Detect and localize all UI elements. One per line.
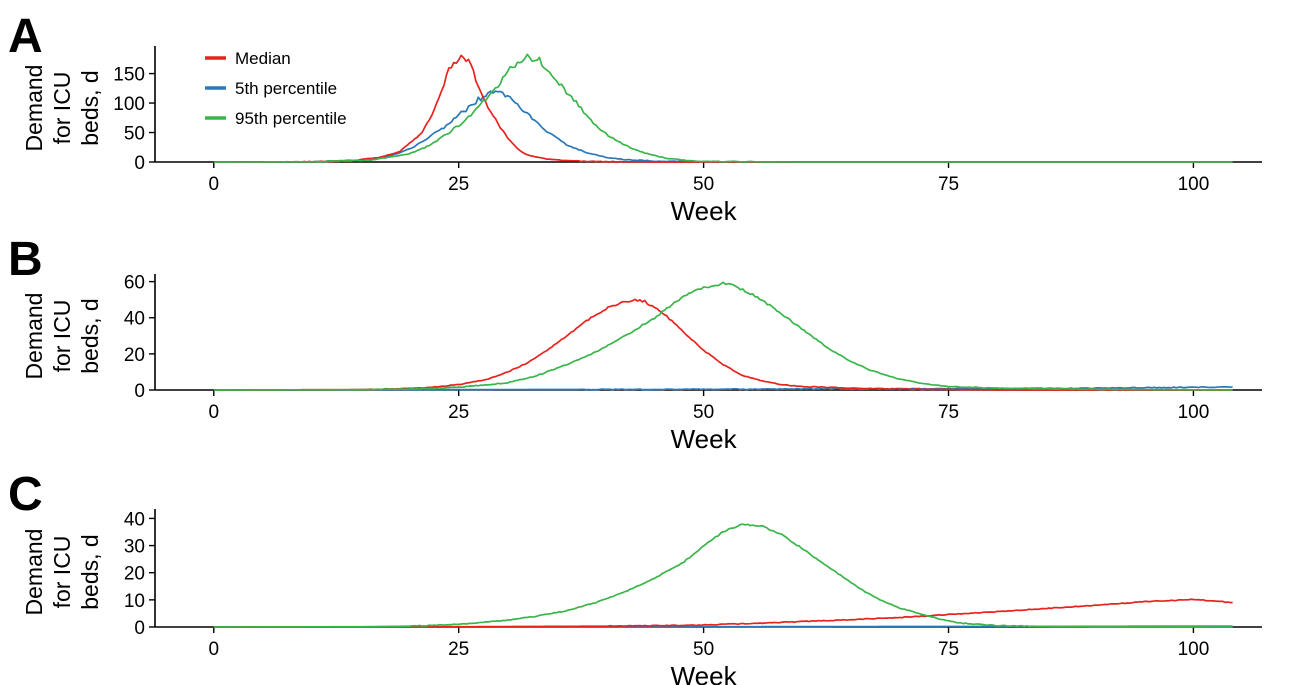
y-tick-label: 60	[124, 273, 145, 294]
x-tick-label: 75	[938, 174, 959, 195]
y-axis-title-line: for ICU	[49, 72, 75, 145]
x-tick-label: 50	[693, 402, 714, 423]
chart-panel-b: B Demand for ICU beds, d 0 20 40 60 0 25 50 75 100 We…	[8, 233, 1262, 454]
y-axis-title-line: for ICU	[49, 300, 75, 373]
x-tick-label: 25	[448, 639, 469, 660]
x-tick-label: 25	[448, 402, 469, 423]
legend-label: Median	[235, 49, 291, 68]
y-tick-label: 150	[113, 65, 145, 86]
panel-label: B	[8, 233, 43, 286]
y-tick-label: 0	[134, 381, 145, 402]
y-axis-title-line: Demand	[21, 65, 47, 152]
y-tick-label: 0	[134, 618, 145, 639]
series-line-median	[213, 598, 1233, 628]
series-line-95th-percentile	[213, 523, 1233, 628]
legend-label: 95th percentile	[235, 109, 347, 128]
series-line-5th-percentile	[213, 90, 1233, 163]
series-line-95th-percentile	[213, 53, 1233, 163]
x-axis-title: Week	[671, 661, 738, 685]
x-tick-label: 75	[938, 402, 959, 423]
y-axis-title-line: beds, d	[77, 534, 103, 609]
y-tick-label: 30	[124, 537, 145, 558]
x-tick-label: 100	[1178, 174, 1210, 195]
y-axis-title-line: beds, d	[77, 298, 103, 373]
x-axis-title: Week	[671, 424, 738, 454]
x-tick-label: 25	[448, 174, 469, 195]
y-tick-label: 20	[124, 345, 145, 366]
x-tick-label: 100	[1178, 402, 1210, 423]
series-line-95th-percentile	[213, 281, 1233, 391]
series-line-median	[213, 298, 1233, 391]
y-tick-label: 50	[124, 124, 145, 145]
y-axis-title-line: beds, d	[77, 70, 103, 145]
x-tick-label: 0	[208, 639, 219, 660]
y-axis-title-line: for ICU	[49, 536, 75, 609]
y-tick-label: 40	[124, 309, 145, 330]
x-axis-title: Week	[671, 196, 738, 226]
x-tick-label: 100	[1178, 639, 1210, 660]
y-tick-label: 10	[124, 591, 145, 612]
legend: Median 5th percentile 95th percentile	[205, 49, 347, 128]
series-line-median	[213, 54, 1233, 163]
y-tick-label: 40	[124, 509, 145, 530]
x-tick-label: 50	[693, 639, 714, 660]
y-axis-title-line: Demand	[21, 529, 47, 616]
y-tick-label: 100	[113, 94, 145, 115]
x-tick-label: 0	[208, 174, 219, 195]
legend-label: 5th percentile	[235, 79, 337, 98]
chart-panel-c: C Demand for ICU beds, d 0 10 20 30 40 0 25 50 75 100…	[8, 468, 1262, 685]
x-tick-label: 0	[208, 402, 219, 423]
y-tick-label: 0	[134, 153, 145, 174]
y-tick-label: 20	[124, 564, 145, 585]
panel-label: A	[8, 10, 43, 63]
y-axis-title-line: Demand	[21, 293, 47, 380]
x-tick-label: 75	[938, 639, 959, 660]
x-tick-label: 50	[693, 174, 714, 195]
panel-label: C	[8, 468, 43, 521]
